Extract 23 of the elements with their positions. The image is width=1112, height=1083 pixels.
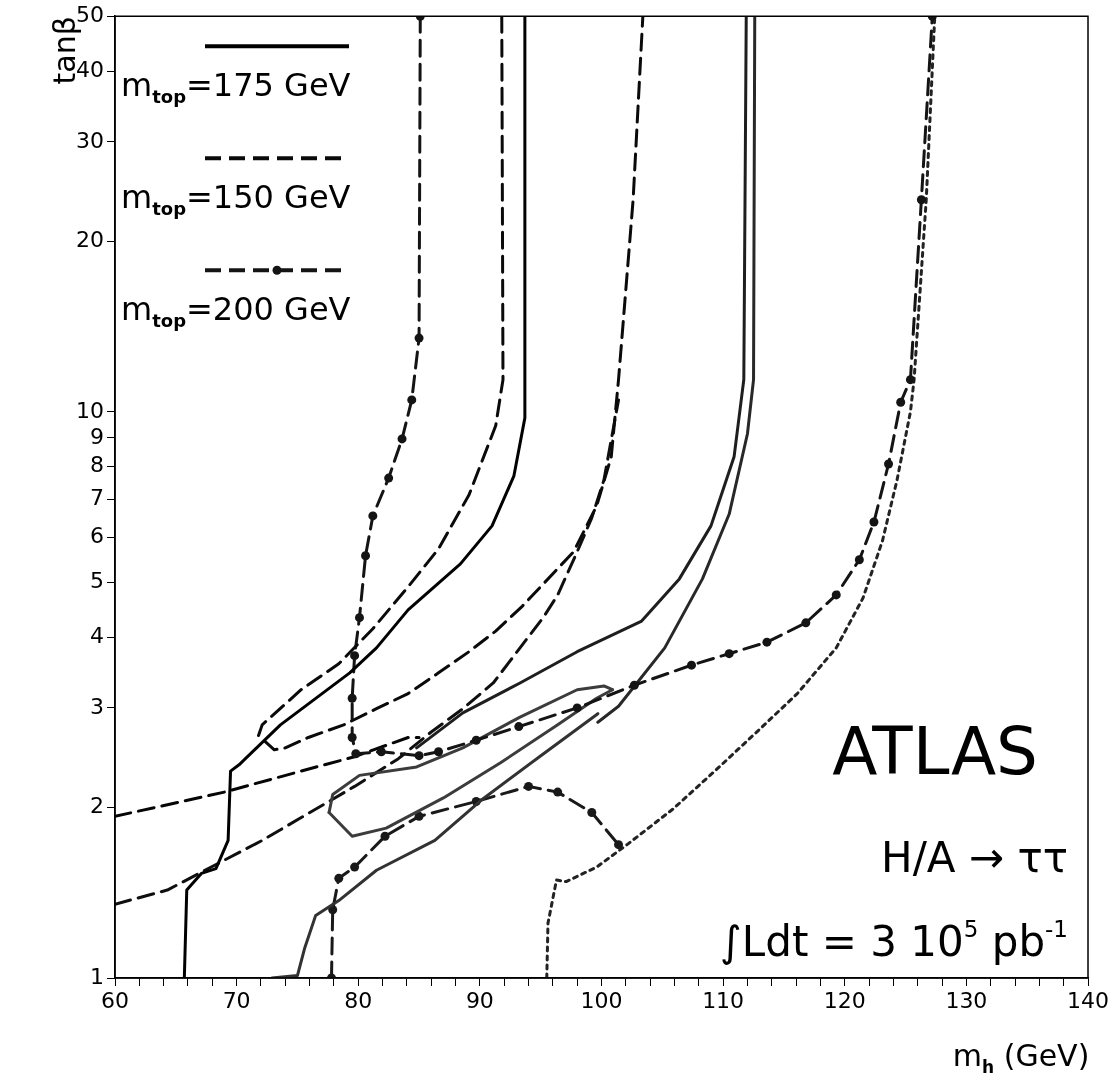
y-tick-label: 10	[76, 397, 104, 423]
annotation: ATLAS	[832, 713, 1039, 790]
y-tick-label: 5	[90, 568, 104, 594]
annotation: H/A → ττ	[881, 833, 1069, 882]
x-tick-label: 130	[945, 987, 988, 1013]
y-tick-label: 1	[90, 963, 104, 989]
y-tick-label: 3	[90, 693, 104, 719]
x-tick-label: 100	[580, 987, 623, 1013]
x-tick-label: 70	[222, 987, 251, 1013]
y-tick-label: 6	[90, 523, 104, 549]
y-tick-label: 2	[90, 793, 104, 819]
y-tick-label: 9	[90, 423, 104, 449]
x-tick-label: 80	[344, 987, 373, 1013]
y-tick-label: 30	[76, 127, 104, 153]
y-tick-label: 7	[90, 485, 104, 511]
x-tick-label: 120	[823, 987, 866, 1013]
x-tick-label: 140	[1067, 987, 1109, 1013]
x-tick-label: 60	[101, 987, 129, 1013]
y-tick-label: 20	[76, 227, 104, 253]
x-tick-label: 90	[465, 987, 494, 1013]
x-tick-label: 110	[702, 987, 745, 1013]
y-tick-label: 8	[90, 452, 104, 478]
y-tick-label: 4	[90, 622, 104, 648]
